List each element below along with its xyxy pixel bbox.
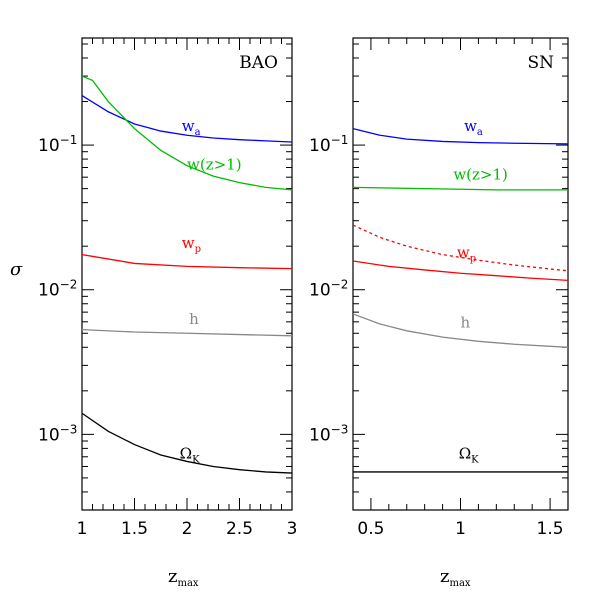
x-tick-label: 1 [455,519,466,539]
series-label: h [189,310,199,328]
x-tick-label: 3 [287,519,298,539]
y-tick-label: 10−2 [309,278,348,301]
series-line [352,313,569,348]
series-line [81,253,293,270]
series-label: w(z>1) [453,165,508,183]
y-axis-label: σ [10,259,23,280]
series-line [81,75,293,191]
x-axis-label-main: z [440,566,449,587]
series-label-sub: a [477,127,483,138]
y-tick-exponent: −3 [60,422,78,436]
y-tick-exponent: −2 [331,278,349,292]
series-label: ΩK [180,445,200,466]
y-tick-exponent: −3 [331,422,349,436]
x-axis-label-sub: max [449,578,470,589]
svg-text:zmax: zmax [168,566,199,589]
y-tick-exponent: −2 [60,278,78,292]
y-tick-label: 10−1 [309,133,348,156]
x-axis-label-sub: max [177,578,198,589]
panel-bao: 10−3 10−2 10−1 1 1.5 2 2.5 3 BAO wa w(z>1) wp h ΩK [38,37,298,539]
plot-frame [81,37,293,511]
series-label: wp [182,234,201,255]
series-line [352,260,569,282]
series-label-sub: K [471,455,479,466]
panel-label: BAO [239,53,278,73]
series-label-sub: K [192,455,200,466]
series-label: wa [182,117,201,138]
x-axis-label-left: zmax [168,566,199,589]
series-label-sub: a [195,127,201,138]
y-tick-label: 10−3 [309,422,348,445]
plot-frame [352,37,569,511]
series-label: w(z>1) [187,155,242,173]
series-line [81,328,293,337]
y-tick-exponent: −1 [331,133,349,147]
series-label: wp [457,244,476,265]
series-line [81,412,293,474]
series-label-sub: p [195,244,201,255]
x-tick-label: 1.5 [537,519,564,539]
series-line [352,186,568,191]
x-axis-label-right: zmax [440,566,471,589]
svg-text:zmax: zmax [440,566,471,589]
x-tick-label: 2 [182,519,193,539]
x-axis-label-main: z [168,566,177,587]
series-label: wa [464,117,483,138]
y-tick-label: 10−1 [38,133,77,156]
y-tick-label: 10−2 [38,278,77,301]
panel-sn: 10−3 10−2 10−1 0.5 1 1.5 SN wa w(z>1) wp h ΩK [309,37,569,539]
y-tick-exponent: −1 [60,133,78,147]
x-tick-label: 2.5 [226,519,253,539]
x-tick-label: 1.5 [121,519,148,539]
series-label-sub: p [470,254,476,265]
x-tick-label: 0.5 [357,519,384,539]
series-line [352,127,569,145]
panel-label: SN [527,53,554,73]
y-tick-label: 10−3 [38,422,77,445]
x-tick-label: 1 [77,519,88,539]
series-label: ΩK [459,445,479,466]
series-line [81,95,293,143]
series-label: h [461,313,471,331]
